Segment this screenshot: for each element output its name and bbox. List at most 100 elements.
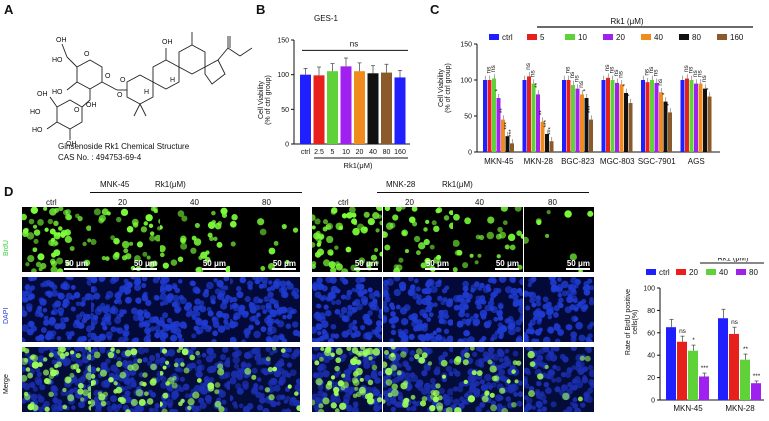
- significance-label: ***: [504, 122, 511, 130]
- scale-bar-label: 50 μm: [496, 259, 519, 268]
- significance-label: ns: [574, 75, 581, 83]
- bar: [510, 143, 514, 152]
- legend-label: 20: [689, 268, 698, 277]
- bar: [624, 93, 628, 152]
- legend-label: 80: [692, 33, 701, 42]
- group2-bracket: [377, 192, 589, 193]
- panel-d-chart: 020406080100Rk1 (μM)ctrl 20 40 80ns****MKN-…: [638, 258, 768, 416]
- significance-label: ns: [350, 39, 358, 48]
- legend-label: ctrl: [659, 268, 670, 277]
- x-tick-label: 10: [342, 149, 350, 156]
- structure-caption-cas: CAS No. : 494753-69-4: [58, 153, 141, 162]
- bar: [699, 84, 703, 152]
- y-tick-label: 0: [468, 150, 472, 157]
- significance-label: ns: [618, 70, 625, 78]
- bar: [666, 327, 676, 400]
- group1-cell-line: MNK-45: [100, 180, 129, 189]
- bar: [395, 77, 406, 144]
- legend-label: 160: [730, 33, 744, 42]
- bar: [602, 80, 606, 152]
- significance-label: *: [706, 87, 713, 90]
- significance-label: **: [539, 110, 546, 116]
- col-label: ctrl: [46, 198, 57, 207]
- x-tick-label: MGC-803: [600, 157, 635, 166]
- significance-label: ns: [731, 319, 739, 326]
- brdu-micrograph: 50 μm: [312, 207, 382, 272]
- y-tick-label: 50: [464, 114, 472, 121]
- panel-a-letter: A: [4, 2, 13, 17]
- legend-label: 20: [616, 33, 625, 42]
- merge-micrograph: [453, 347, 523, 412]
- bar: [655, 83, 659, 152]
- bar: [688, 351, 698, 400]
- x-tick-label: 5: [331, 149, 335, 156]
- bar: [314, 75, 325, 144]
- col-label: ctrl: [338, 198, 349, 207]
- bar: [708, 97, 712, 152]
- bar: [497, 98, 501, 152]
- bar: [659, 92, 663, 152]
- scale-bar-label: 50 μm: [355, 259, 378, 268]
- legend-label: 40: [654, 33, 663, 42]
- atom-label: O: [117, 92, 123, 99]
- brdu-micrograph: 50 μm: [524, 207, 594, 272]
- scale-bar: [133, 268, 157, 270]
- bar: [368, 73, 379, 144]
- significance-label: ***: [587, 105, 594, 113]
- brdu-micrograph: 50 μm: [230, 207, 300, 272]
- bar: [327, 71, 338, 144]
- merge-micrograph: [91, 347, 161, 412]
- bar: [580, 94, 584, 152]
- bar: [527, 76, 531, 152]
- atom-label: HO: [32, 127, 43, 134]
- brdu-micrograph: 50 μm: [383, 207, 453, 272]
- dapi-micrograph: [160, 277, 230, 342]
- significance-label: ns: [530, 70, 537, 78]
- legend-swatch: [603, 34, 613, 40]
- x-tick-label: 20: [356, 149, 364, 156]
- significance-label: ***: [548, 127, 555, 135]
- bar: [506, 136, 510, 152]
- significance-label: *: [622, 83, 629, 86]
- atom-label: O: [74, 107, 80, 114]
- significance-label: ***: [543, 119, 550, 127]
- merge-micrograph: [22, 347, 92, 412]
- bar: [629, 103, 633, 152]
- bar: [381, 73, 392, 144]
- y-tick-label: 60: [647, 330, 655, 337]
- x-tick-label: 2.5: [314, 149, 324, 156]
- bar: [550, 141, 554, 152]
- legend-swatch: [565, 34, 575, 40]
- dapi-micrograph: [230, 277, 300, 342]
- bar: [341, 66, 352, 144]
- col-label: 80: [262, 198, 271, 207]
- scale-bar: [202, 268, 226, 270]
- group2-unit: Rk1(μM): [442, 180, 473, 189]
- atom-label: H: [144, 89, 149, 96]
- x-tick-label: AGS: [688, 157, 705, 166]
- bar: [681, 80, 685, 152]
- panel-d-ylabel: Rate of BrdU positive cells(%): [625, 272, 639, 372]
- legend-swatch: [641, 34, 651, 40]
- x-tick-label: 80: [383, 149, 391, 156]
- y-tick-label: 150: [460, 42, 472, 49]
- bar: [740, 360, 750, 400]
- panel-c-ylabel: Cell Viability (% of ctrl group): [438, 48, 452, 128]
- group2-cell-line: MNK-28: [386, 180, 415, 189]
- bar: [611, 80, 615, 152]
- group1-bracket: [90, 192, 302, 193]
- brdu-micrograph: 50 μm: [91, 207, 161, 272]
- x-tick-label: ctrl: [301, 149, 311, 156]
- significance-label: ns: [490, 64, 497, 72]
- bar: [751, 383, 761, 400]
- row-label-merge: Merge: [3, 374, 10, 394]
- significance-label: ns: [679, 328, 687, 335]
- scale-bar: [64, 268, 88, 270]
- brdu-micrograph: 50 μm: [22, 207, 92, 272]
- bar: [615, 83, 619, 152]
- atom-label: O: [84, 51, 90, 58]
- significance-label: ns: [578, 80, 585, 88]
- bar: [699, 376, 709, 400]
- bar: [664, 102, 668, 152]
- significance-label: ns: [657, 78, 664, 86]
